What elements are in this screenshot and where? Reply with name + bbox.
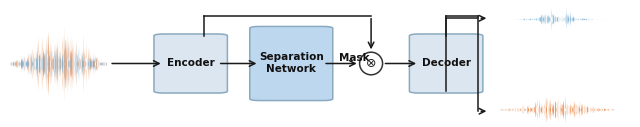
Text: Separation
Network: Separation Network — [259, 52, 324, 75]
Text: Decoder: Decoder — [422, 59, 470, 68]
FancyBboxPatch shape — [250, 26, 333, 101]
Text: Encoder: Encoder — [167, 59, 214, 68]
FancyBboxPatch shape — [154, 34, 227, 93]
Ellipse shape — [360, 52, 383, 75]
FancyBboxPatch shape — [410, 34, 483, 93]
Text: Mask: Mask — [339, 53, 369, 64]
Text: $\otimes$: $\otimes$ — [365, 57, 377, 70]
